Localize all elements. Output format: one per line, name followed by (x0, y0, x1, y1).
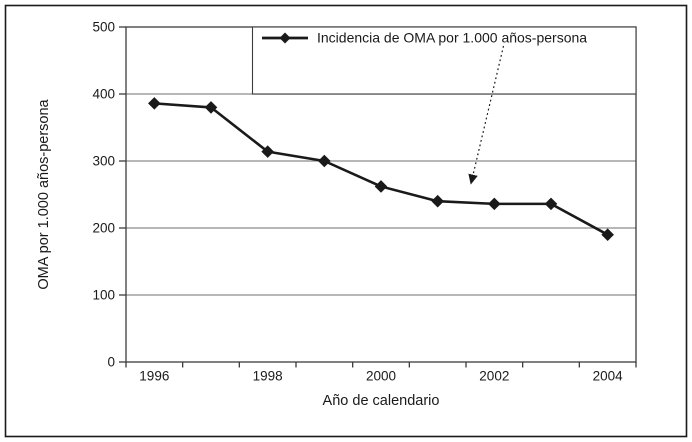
data-point-marker (261, 145, 274, 158)
figure-border (4, 4, 688, 438)
data-point-marker (431, 194, 444, 208)
x-axis-title: Año de calendario (323, 393, 440, 409)
data-point-marker (374, 180, 388, 193)
data-point-marker (544, 197, 558, 211)
x-tick-label: 1996 (139, 369, 169, 384)
x-tick-label: 2004 (593, 369, 624, 384)
x-tick-label: 1998 (253, 369, 283, 384)
legend: Incidencia de OMA por 1.000 años-persona (251, 26, 637, 95)
y-axis-title: OMA por 1.000 años-persona (36, 98, 52, 289)
tick-labels: 0 100 200 300 400 500 1996 1998 2000 2002 2004 (92, 20, 623, 384)
dotted-arrow (468, 45, 505, 185)
y-tick-label: 500 (92, 20, 115, 35)
x-tick-label: 2002 (479, 369, 509, 384)
data-point-marker (488, 197, 501, 211)
data-point-marker (601, 228, 614, 241)
legend-arrow-annotation (468, 45, 505, 185)
data-series (148, 97, 614, 241)
y-tick-label: 100 (92, 288, 115, 303)
data-point-marker (148, 97, 161, 110)
x-tick-label: 2000 (366, 369, 396, 384)
legend-label: Incidencia de OMA por 1.000 años-persona (317, 30, 587, 46)
y-tick-label: 400 (92, 87, 115, 102)
data-point-marker (204, 101, 218, 114)
gridlines (126, 93, 636, 296)
data-point-marker (318, 154, 331, 168)
y-tick-label: 200 (92, 221, 115, 236)
y-tick-label: 300 (92, 154, 115, 169)
axis-ticks (119, 26, 637, 368)
trend-line (154, 102, 609, 236)
legend-box (251, 26, 637, 95)
y-tick-label: 0 (107, 355, 115, 370)
legend-diamond-icon (279, 32, 291, 44)
